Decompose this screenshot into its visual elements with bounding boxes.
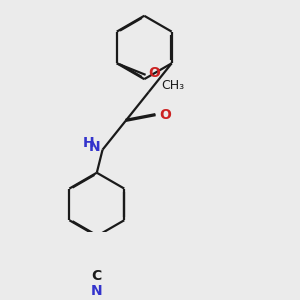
Text: O: O xyxy=(148,65,160,80)
Text: H: H xyxy=(83,136,94,150)
Text: N: N xyxy=(91,284,103,298)
Text: C: C xyxy=(92,269,102,284)
Text: CH₃: CH₃ xyxy=(161,79,184,92)
Text: N: N xyxy=(89,140,101,154)
Text: O: O xyxy=(159,108,171,122)
